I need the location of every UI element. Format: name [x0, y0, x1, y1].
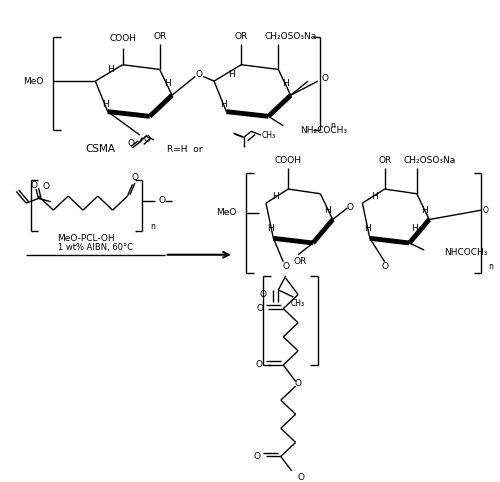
Text: MeO-PCL-OH: MeO-PCL-OH — [56, 234, 114, 243]
Text: H: H — [411, 225, 418, 233]
Text: H: H — [282, 79, 289, 88]
Text: O: O — [30, 181, 37, 190]
Text: NH₂COCH₃: NH₂COCH₃ — [300, 126, 348, 135]
Text: H: H — [268, 225, 274, 233]
Text: H: H — [364, 225, 370, 233]
Text: n: n — [330, 121, 335, 130]
Text: O: O — [256, 304, 264, 313]
Text: MeO: MeO — [23, 77, 44, 86]
Text: O: O — [196, 69, 202, 79]
Text: CH₂OSO₃Na: CH₂OSO₃Na — [264, 32, 317, 41]
Text: H: H — [228, 69, 234, 79]
Text: O: O — [322, 74, 329, 83]
Text: O: O — [132, 173, 138, 182]
Text: COOH: COOH — [109, 34, 136, 43]
Text: OR: OR — [378, 156, 392, 165]
Text: O: O — [253, 452, 260, 461]
Text: O: O — [294, 379, 302, 388]
Text: H: H — [102, 100, 108, 109]
Text: O: O — [260, 290, 267, 299]
Text: OR: OR — [153, 32, 166, 41]
Text: CH₃: CH₃ — [290, 298, 305, 308]
Text: H: H — [372, 191, 378, 201]
Text: OR: OR — [294, 257, 307, 266]
Text: H: H — [421, 206, 428, 214]
Text: O: O — [158, 196, 166, 205]
Text: O: O — [42, 182, 50, 191]
Text: COOH: COOH — [274, 156, 301, 165]
Text: O: O — [128, 139, 134, 148]
Text: NHCOCH₃: NHCOCH₃ — [444, 248, 488, 257]
Text: O: O — [483, 206, 489, 214]
Text: H: H — [272, 191, 279, 201]
Text: O: O — [256, 361, 262, 370]
Text: MeO: MeO — [216, 208, 236, 217]
Text: H: H — [164, 79, 170, 88]
Text: H: H — [220, 100, 228, 109]
Text: O: O — [282, 262, 289, 271]
Text: OR: OR — [234, 32, 248, 41]
Text: CH₂OSO₃Na: CH₂OSO₃Na — [403, 156, 456, 165]
Text: O: O — [297, 473, 304, 482]
Text: CH₃: CH₃ — [262, 131, 276, 140]
Text: 1 wt% AIBN, 60°C: 1 wt% AIBN, 60°C — [58, 243, 133, 252]
Text: n: n — [150, 222, 154, 231]
Text: R=H  or: R=H or — [166, 145, 202, 154]
Text: O: O — [381, 262, 388, 271]
Text: n: n — [488, 262, 494, 271]
Text: CSMA: CSMA — [86, 144, 116, 154]
Text: H: H — [107, 65, 114, 74]
Text: O: O — [346, 203, 354, 212]
Text: H: H — [324, 206, 331, 214]
Text: O: O — [144, 135, 151, 144]
